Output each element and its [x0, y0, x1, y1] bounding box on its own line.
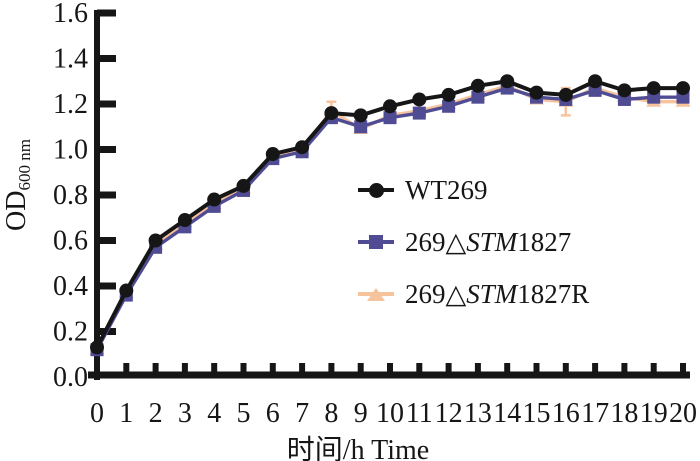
legend-item-wt269: WT269 — [358, 168, 589, 212]
svg-text:7: 7 — [295, 398, 309, 429]
svg-text:1.2: 1.2 — [53, 89, 88, 120]
svg-text:4: 4 — [207, 398, 221, 429]
y-axis-label-text: OD — [1, 190, 32, 231]
svg-text:20: 20 — [669, 398, 697, 429]
svg-text:19: 19 — [640, 398, 668, 429]
x-axis-label: 时间/h Time — [286, 435, 430, 461]
svg-text:0: 0 — [90, 398, 104, 429]
svg-text:14: 14 — [493, 398, 521, 429]
svg-text:0.2: 0.2 — [53, 317, 88, 348]
svg-text:18: 18 — [610, 398, 638, 429]
svg-text:16: 16 — [552, 398, 580, 429]
legend-item-269-stm1827r: 269△STM1827R — [358, 272, 589, 316]
svg-text:1.6: 1.6 — [53, 0, 88, 29]
y-axis-label-subscript: 600 nm — [15, 139, 34, 191]
circle-marker-icon — [358, 181, 394, 199]
svg-text:6: 6 — [266, 398, 280, 429]
svg-text:5: 5 — [237, 398, 251, 429]
svg-text:17: 17 — [581, 398, 609, 429]
svg-text:13: 13 — [464, 398, 492, 429]
svg-text:15: 15 — [523, 398, 551, 429]
svg-text:9: 9 — [354, 398, 368, 429]
svg-text:1.0: 1.0 — [53, 135, 88, 166]
legend-label: 269△STM1827R — [405, 278, 590, 309]
svg-text:0.0: 0.0 — [53, 362, 88, 393]
legend: WT269 269△STM1827 269△STM1827R — [358, 168, 589, 324]
square-marker-icon — [358, 233, 394, 251]
legend-label: WT269 — [405, 174, 488, 205]
legend-label: 269△STM1827 — [405, 226, 572, 257]
svg-text:0.6: 0.6 — [53, 226, 88, 257]
svg-text:12: 12 — [435, 398, 463, 429]
svg-text:0.4: 0.4 — [53, 271, 88, 302]
legend-item-269-stm1827: 269△STM1827 — [358, 220, 589, 264]
svg-text:2: 2 — [149, 398, 163, 429]
svg-text:8: 8 — [324, 398, 338, 429]
triangle-marker-icon — [358, 285, 394, 303]
svg-text:11: 11 — [406, 398, 433, 429]
svg-text:3: 3 — [178, 398, 192, 429]
y-axis-label: OD600 nm — [0, 135, 34, 235]
svg-text:0.8: 0.8 — [53, 180, 88, 211]
svg-text:1: 1 — [119, 398, 133, 429]
svg-text:10: 10 — [376, 398, 404, 429]
svg-text:1.4: 1.4 — [53, 44, 88, 75]
